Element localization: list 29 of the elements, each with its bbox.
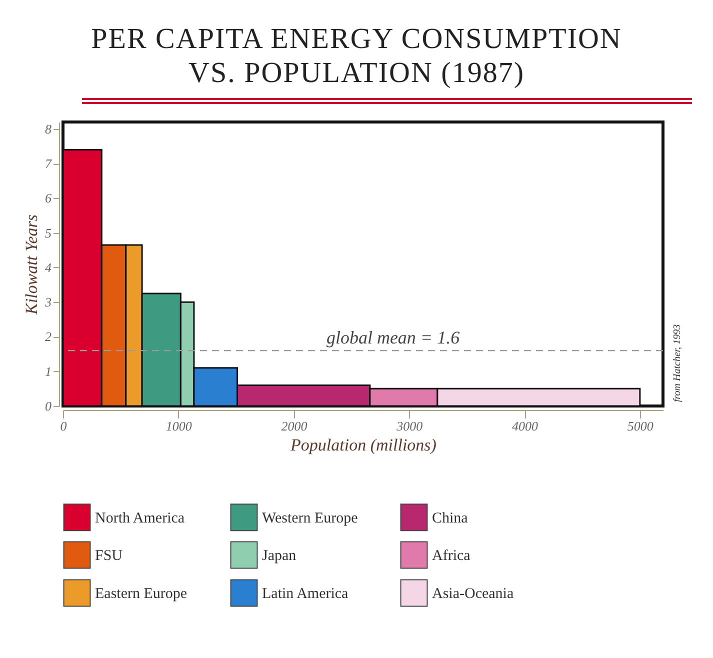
legend-label: Latin America — [262, 586, 349, 602]
y-tick-label: 8 — [45, 121, 52, 136]
legend-label: North America — [95, 510, 185, 526]
x-tick-label: 1000 — [166, 418, 192, 434]
x-tick-label: 0 — [60, 418, 68, 434]
legend-label: China — [432, 510, 468, 526]
y-tick-label: 3 — [44, 294, 52, 310]
y-axis-title: Kilowatt Years — [22, 214, 41, 316]
legend-label: Japan — [262, 548, 297, 564]
y-tick-label: 7 — [45, 156, 52, 172]
y-tick-label: 5 — [45, 225, 52, 240]
x-tick-label: 2000 — [281, 418, 308, 434]
x-tick-label: 4000 — [512, 418, 539, 434]
text: from Hatcher, 1993 — [672, 324, 683, 402]
legend-label: Eastern Europe — [95, 586, 188, 602]
x-tick-label: 3000 — [396, 418, 424, 434]
y-tick-label: 0 — [45, 398, 52, 414]
y-tick-label: 6 — [45, 190, 52, 206]
ref-line-label: global mean = 1.6 — [326, 328, 460, 348]
legend-label: Western Europe — [262, 510, 358, 526]
legend-label: FSU — [95, 548, 123, 564]
y-tick-label: 4 — [45, 260, 52, 275]
x-axis-title: Population (millions) — [290, 436, 437, 454]
legend-label: Asia-Oceania — [432, 586, 514, 602]
x-tick-label: 5000 — [627, 418, 654, 434]
legend-label: Africa — [432, 548, 471, 564]
chart-title: PER CAPITA ENERGY CONSUMPTION VS. POPULATION (1987) — [90, 22, 623, 90]
y-tick-label: 1 — [45, 364, 52, 379]
y-tick-label: 2 — [45, 329, 52, 344]
